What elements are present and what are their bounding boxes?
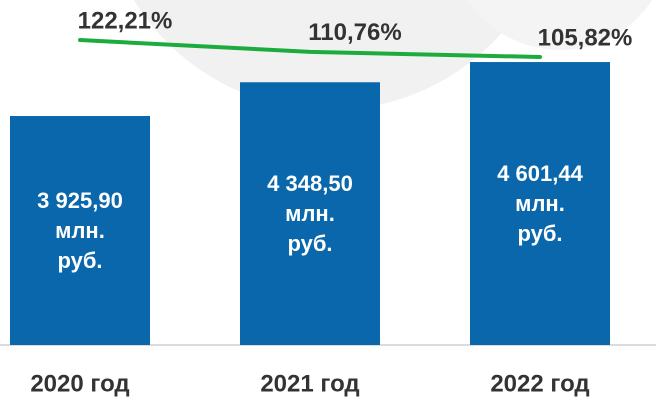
background-circle [133, 0, 527, 110]
bar [470, 62, 610, 346]
background-circle [467, 0, 653, 50]
line-label: 105,82% [538, 24, 633, 51]
line-label: 110,76% [308, 19, 401, 46]
line [78, 38, 542, 60]
bar [240, 82, 380, 345]
bar-label: 4 348,50 млн. руб. [267, 170, 353, 256]
bar [10, 116, 150, 345]
x-tick-label: 2020 год [30, 370, 129, 397]
bar-label: 4 601,44 млн. руб. [497, 160, 583, 246]
line-label: 122,21% [78, 7, 173, 34]
bar-label: 3 925,90 млн. руб. [37, 187, 123, 273]
x-tick-label: 2021 год [260, 370, 359, 397]
x-tick-label: 2022 год [490, 370, 589, 397]
